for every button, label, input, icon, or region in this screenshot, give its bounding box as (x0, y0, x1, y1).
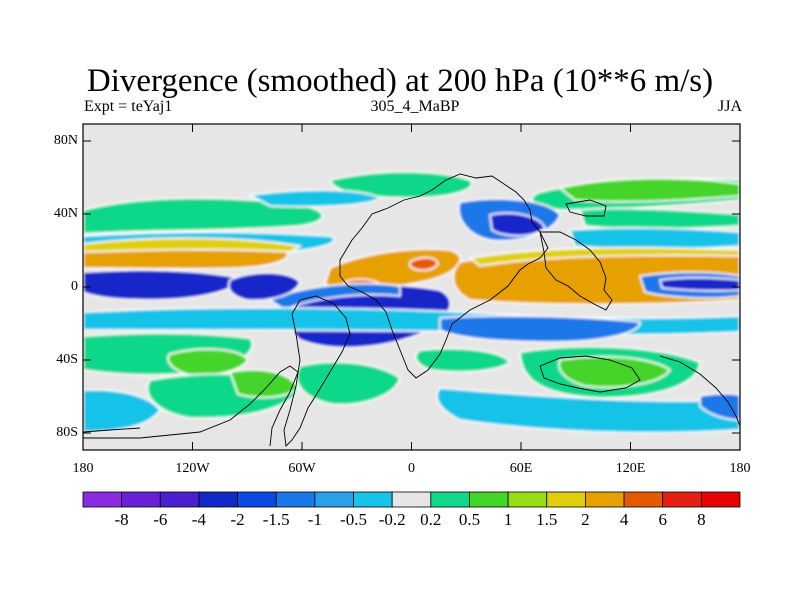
colorbar-swatch (237, 491, 277, 508)
colorbar-swatch (391, 491, 432, 508)
colorbar-swatch (700, 491, 741, 508)
field-band-tropical-deepblue-east (659, 276, 740, 292)
colorbar-level-label: 8 (697, 510, 706, 529)
lat-label: 80N (53, 133, 78, 148)
colorbar-level-label: 1 (503, 510, 513, 529)
colorbar-swatch (314, 491, 354, 508)
colorbar-level-label: -0.2 (378, 510, 406, 529)
field-band-s-lime-south (228, 368, 299, 399)
colorbar-level-label: 1.5 (536, 510, 558, 529)
colorbar-level-label: 0.5 (458, 510, 481, 529)
colorbar-level-label: 2 (581, 510, 590, 529)
colorbar-level-label: 4 (619, 510, 629, 529)
colorbar-swatch (507, 491, 548, 508)
field-band-tropical-blue-west (83, 269, 241, 301)
lat-label: 40S (56, 352, 78, 367)
colorbar-level-label: -1 (307, 510, 322, 529)
field-band-n-green-west (83, 197, 324, 235)
field-band-s-cyan-west (83, 388, 161, 433)
lon-label: 60W (288, 461, 316, 476)
colorbar-swatch (353, 491, 393, 508)
coastline-east-asia (565, 199, 607, 217)
lon-label: 120W (175, 461, 210, 476)
lat-label: 0 (71, 279, 78, 294)
colorbar-swatch (275, 491, 316, 508)
field-band-s-green-africa (296, 361, 401, 406)
colorbar-level-label: 6 (658, 510, 667, 529)
lon-ticks (82, 124, 741, 450)
colorbar-swatch (662, 491, 702, 508)
season-label: JJA (717, 98, 742, 115)
field-band-s-cyan-south (436, 387, 740, 434)
lon-label: 0 (408, 461, 415, 476)
lon-label: 60E (509, 461, 533, 476)
lon-label: 120E (615, 461, 646, 476)
coastline-antarctica-east (659, 355, 740, 427)
colorbar-swatch (159, 491, 200, 508)
colorbar-swatch (623, 491, 664, 508)
experiment-label: Expt = teYaj1 (84, 98, 173, 115)
field-band-n-cyan-east (568, 227, 740, 250)
colorbar-swatch (430, 491, 470, 508)
colorbar-level-label: -4 (191, 510, 206, 529)
lon-label: 180 (729, 461, 751, 476)
field-band-n-cyan-mid (247, 189, 382, 208)
colorbar-level-label: -8 (114, 510, 129, 529)
run-label: 305_4_MaBP (370, 98, 460, 115)
field-band-s-lime-west (167, 348, 249, 377)
coastline-australia (539, 355, 641, 393)
colorbar-swatch (469, 491, 509, 508)
lat-ticks (83, 140, 740, 434)
coastline-antarctica-west (83, 365, 299, 447)
colorbar-swatch (82, 491, 123, 508)
field-band-s-blue-east (699, 392, 740, 421)
colorbar-swatch (121, 491, 161, 508)
colorbar-swatch (585, 491, 625, 508)
colorbar-swatch (546, 491, 586, 508)
coastline-africa-europe (339, 173, 549, 379)
colorbar-level-label: -0.5 (340, 510, 367, 529)
lon-label: 180 (72, 461, 94, 476)
colorbar (82, 491, 741, 508)
colorbar-level-label: -2 (230, 510, 245, 529)
coastline-asia (539, 231, 613, 311)
field-band-s-blue (439, 315, 641, 343)
field-blob-negative-mid (228, 271, 301, 302)
field-band-s-lime-indian (558, 356, 672, 389)
field-core-negative-blue (268, 282, 401, 311)
colorbar-level-label: -6 (153, 510, 168, 529)
coastline-south-america (283, 295, 351, 447)
coastline-south-polar-west (83, 427, 141, 433)
field-band-n-lime-east (558, 177, 740, 203)
lat-label: 80S (56, 425, 78, 440)
field-band-tropical-yellow-west (83, 237, 303, 253)
colorbar-level-label: 0.2 (420, 510, 442, 529)
colorbar-level-label: -1.5 (262, 510, 290, 529)
colorbar-swatch (198, 491, 238, 508)
lat-label: 40N (53, 206, 78, 221)
field-band-tropical-red-center (409, 256, 439, 272)
plot-title: Divergence (smoothed) at 200 hPa (10**6 … (86, 63, 714, 99)
